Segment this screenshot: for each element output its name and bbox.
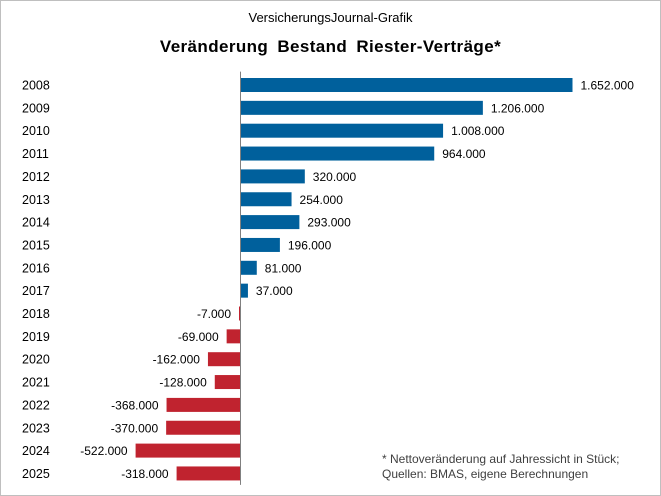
bar-2008 <box>240 78 573 92</box>
data-label-2012: 320.000 <box>313 170 357 184</box>
data-label-2021: -128.000 <box>159 376 207 390</box>
category-label-2025: 2025 <box>22 467 50 481</box>
data-label-2016: 81.000 <box>265 261 302 275</box>
category-label-2023: 2023 <box>22 421 50 435</box>
category-label-2017: 2017 <box>22 284 50 298</box>
category-label-2016: 2016 <box>22 261 50 275</box>
category-label-2012: 2012 <box>22 170 50 184</box>
chart-source: VersicherungsJournal-Grafik <box>248 10 413 25</box>
bar-2010 <box>240 123 444 138</box>
data-label-2018: -7.000 <box>197 307 231 321</box>
data-label-2015: 196.000 <box>288 238 332 252</box>
bar-2017 <box>240 283 248 298</box>
data-label-2017: 37.000 <box>256 284 293 298</box>
bar-2021 <box>214 375 241 390</box>
category-label-2020: 2020 <box>22 353 50 367</box>
bar-2022 <box>166 397 241 412</box>
category-label-2019: 2019 <box>22 330 50 344</box>
bar-2023 <box>166 420 241 435</box>
category-label-2010: 2010 <box>22 124 50 138</box>
bar-2016 <box>240 260 257 275</box>
data-label-2019: -69.000 <box>178 330 219 344</box>
data-label-2023: -370.000 <box>111 421 159 435</box>
data-label-2022: -368.000 <box>111 398 159 412</box>
data-label-2010: 1.008.000 <box>451 124 505 138</box>
bar-2025 <box>176 466 241 481</box>
category-label-2015: 2015 <box>22 238 50 252</box>
category-label-2013: 2013 <box>22 193 50 207</box>
data-label-2020: -162.000 <box>153 353 201 367</box>
bar-2019 <box>226 329 241 344</box>
bar-2009 <box>240 100 483 115</box>
bar-2012 <box>240 169 305 184</box>
bar-2018 <box>239 306 241 321</box>
bar-2011 <box>240 146 435 161</box>
data-label-2014: 293.000 <box>307 216 351 230</box>
bar-2024 <box>135 443 241 458</box>
data-label-2024: -522.000 <box>80 444 128 458</box>
data-label-2009: 1.206.000 <box>491 101 545 115</box>
chart-footnote: * Nettoveränderung auf Jahressicht in St… <box>382 452 619 482</box>
category-label-2024: 2024 <box>22 444 50 458</box>
category-label-2021: 2021 <box>22 376 50 390</box>
category-label-2011: 2011 <box>22 147 49 161</box>
bar-2014 <box>240 215 300 230</box>
data-label-2011: 964.000 <box>442 147 486 161</box>
bar-2020 <box>207 352 241 367</box>
chart-title: Veränderung Bestand Riester-Verträge* <box>159 37 502 56</box>
data-label-2008: 1.652.000 <box>581 79 635 93</box>
footnote-line-1: * Nettoveränderung auf Jahressicht in St… <box>382 452 620 466</box>
category-label-2022: 2022 <box>22 398 50 412</box>
footnote-line-2: Quellen: BMAS, eigene Berechnungen <box>382 467 589 481</box>
bar-2015 <box>240 237 280 252</box>
category-label-2018: 2018 <box>22 307 50 321</box>
category-label-2008: 2008 <box>22 79 50 93</box>
data-label-2013: 254.000 <box>300 193 344 207</box>
category-label-2009: 2009 <box>22 101 50 115</box>
category-label-2014: 2014 <box>22 216 50 230</box>
data-label-2025: -318.000 <box>121 467 169 481</box>
bar-2013 <box>240 192 292 207</box>
